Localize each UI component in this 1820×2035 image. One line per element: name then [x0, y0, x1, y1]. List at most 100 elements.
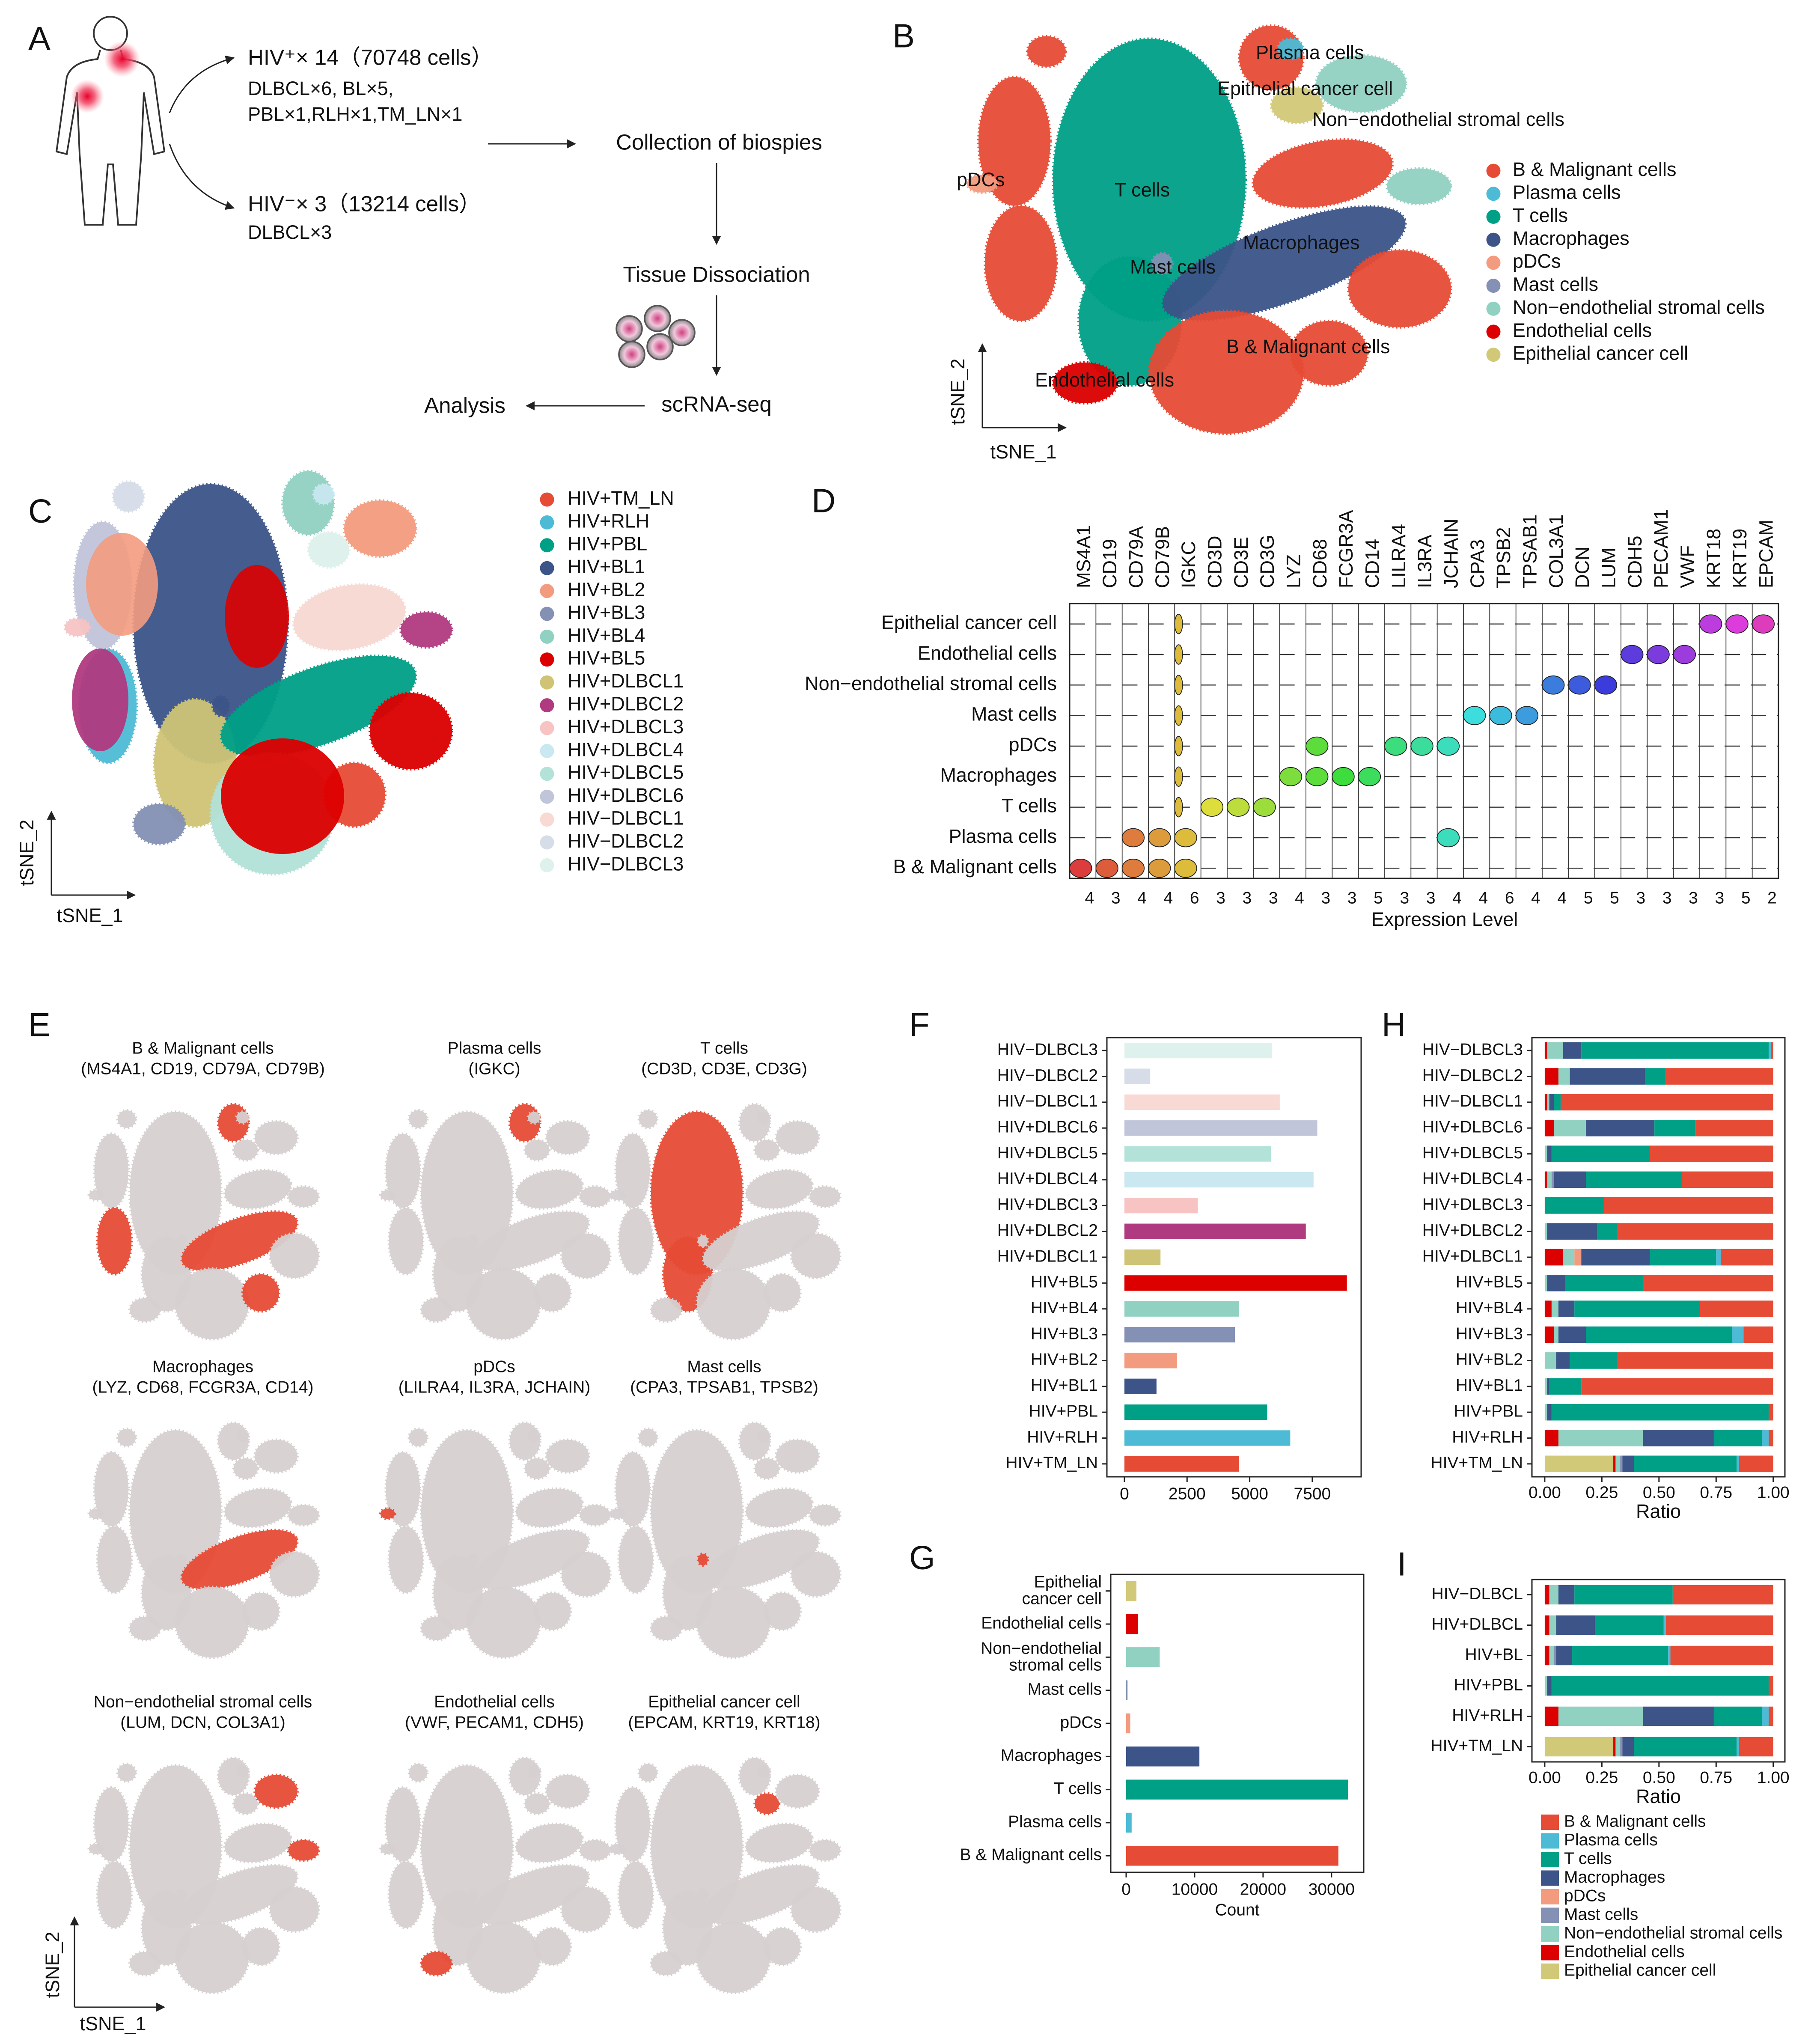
bar-segment: [1613, 1737, 1616, 1757]
bar-segment: [1771, 1042, 1773, 1059]
gene-label: LYZ: [1283, 554, 1305, 588]
feature-cluster: [420, 1764, 514, 1929]
violin: [1621, 645, 1644, 664]
bar: [1124, 1043, 1273, 1059]
cohort-label: HIV⁻× 3（13214 cells）: [248, 191, 481, 216]
legend-swatch: [540, 561, 554, 575]
y-tick-label: HIV−DLBCL1: [997, 1092, 1098, 1110]
legend-label: T cells: [1564, 1849, 1612, 1868]
feature-genes: (CPA3, TPSAB1, TPSB2): [630, 1378, 818, 1396]
legend-label: HIV−DLBCL2: [568, 830, 684, 852]
y-tick-label: Plasma cells: [949, 825, 1057, 847]
violin: [1436, 736, 1460, 756]
feature-cluster: [420, 1950, 453, 1977]
bar: [1124, 1378, 1157, 1394]
feature-cluster: [526, 1764, 541, 1779]
bar-segment: [1544, 1706, 1558, 1726]
cell-cluster: [343, 499, 418, 558]
legend-swatch: [540, 492, 554, 507]
legend-label: Macrophages: [1513, 227, 1630, 249]
legend-label: Mast cells: [1564, 1905, 1638, 1924]
feature-cluster: [514, 1487, 584, 1529]
bar: [1126, 1846, 1338, 1866]
bar-segment: [1544, 1737, 1614, 1757]
feature-cluster: [695, 1267, 771, 1341]
bar-segment: [1650, 1249, 1716, 1266]
cluster-label: B & Malignant cells: [1226, 336, 1390, 357]
bar-segment: [1737, 1455, 1739, 1473]
y-tick-label: pDCs: [1009, 734, 1057, 756]
gene-label: MS4A1: [1073, 525, 1094, 588]
violin: [1174, 644, 1183, 665]
feature-cluster: [420, 1615, 453, 1642]
bar-segment: [1739, 1737, 1773, 1757]
feature-cluster: [753, 1457, 781, 1480]
violin: [1174, 613, 1183, 634]
feature-cluster: [696, 1552, 709, 1567]
bar-segment: [1622, 1455, 1634, 1473]
bar-segment: [1551, 1404, 1769, 1421]
violin: [1515, 706, 1539, 725]
violin: [1436, 828, 1460, 848]
bar-segment: [1645, 1068, 1666, 1085]
violin: [1673, 645, 1696, 664]
bar-segment: [1713, 1430, 1762, 1446]
cluster-label: Plasma cells: [1256, 42, 1364, 63]
cell-cluster: [292, 583, 407, 652]
legend-swatch: [540, 744, 554, 758]
axis-title: tSNE_1: [80, 2013, 146, 2035]
bar-segment: [1544, 1455, 1614, 1473]
x-tick-label: 0: [1120, 1485, 1129, 1503]
y-tick-label: Macrophages: [940, 764, 1057, 786]
feature-title: Endothelial cells: [434, 1693, 555, 1711]
cell-cluster: [1161, 205, 1407, 322]
bar-segment: [1713, 1706, 1762, 1726]
bar-segment: [1549, 1378, 1582, 1395]
violin: [1542, 675, 1565, 695]
x-tick-label: 6: [1190, 889, 1199, 907]
feature-cluster: [268, 1550, 320, 1598]
feature-cluster: [696, 1234, 709, 1248]
bar-segment: [1574, 1249, 1582, 1266]
legend-swatch: [1541, 1907, 1559, 1923]
bar-segment: [1563, 1249, 1575, 1266]
legend-swatch: [1486, 164, 1501, 178]
bar-segment: [1720, 1249, 1773, 1266]
plot-frame: [1069, 603, 1779, 879]
legend-label: HIV+DLBCL4: [568, 738, 684, 760]
feature-cluster: [420, 1297, 453, 1323]
violin: [1358, 767, 1381, 786]
gene-label: VWF: [1677, 545, 1698, 588]
gene-label: IL3RA: [1414, 535, 1436, 588]
feature-cluster: [560, 1232, 612, 1279]
bar-segment: [1732, 1326, 1744, 1343]
feature-cluster: [116, 1762, 137, 1783]
cluster-label: Non−endothelial stromal cells: [1312, 108, 1564, 130]
legend-label: pDCs: [1564, 1886, 1606, 1905]
x-tick-label: 3: [1347, 889, 1357, 907]
legend-swatch: [1541, 1945, 1559, 1961]
bar-segment: [1544, 1326, 1554, 1343]
bar: [1124, 1404, 1267, 1420]
legend-label: HIV−DLBCL3: [568, 853, 684, 875]
y-tick-label: Mast cells: [1028, 1680, 1102, 1699]
y-tick-label: HIV−DLBCL2: [1422, 1066, 1523, 1085]
feature-cluster: [180, 1210, 299, 1272]
x-tick-label: 4: [1557, 889, 1567, 907]
y-tick-label: HIV+DLBCL1: [997, 1247, 1098, 1265]
cell-cluster: [211, 694, 231, 717]
bar-segment: [1563, 1042, 1582, 1059]
x-tick-label: 0.50: [1643, 1768, 1675, 1787]
violin: [1174, 797, 1183, 818]
bar-segment: [1558, 1300, 1575, 1318]
cluster-label: pDCs: [957, 169, 1005, 190]
feature-cluster: [87, 1507, 105, 1520]
bar-segment: [1597, 1223, 1618, 1240]
bar-segment: [1716, 1249, 1721, 1266]
legend-swatch: [540, 789, 554, 804]
legend-label: HIV+BL5: [568, 647, 645, 669]
y-tick-label: HIV+TM_LN: [1430, 1454, 1523, 1472]
workflow-step: Analysis: [424, 393, 506, 417]
feature-cluster: [545, 1773, 590, 1809]
x-tick-label: 3: [1636, 889, 1645, 907]
